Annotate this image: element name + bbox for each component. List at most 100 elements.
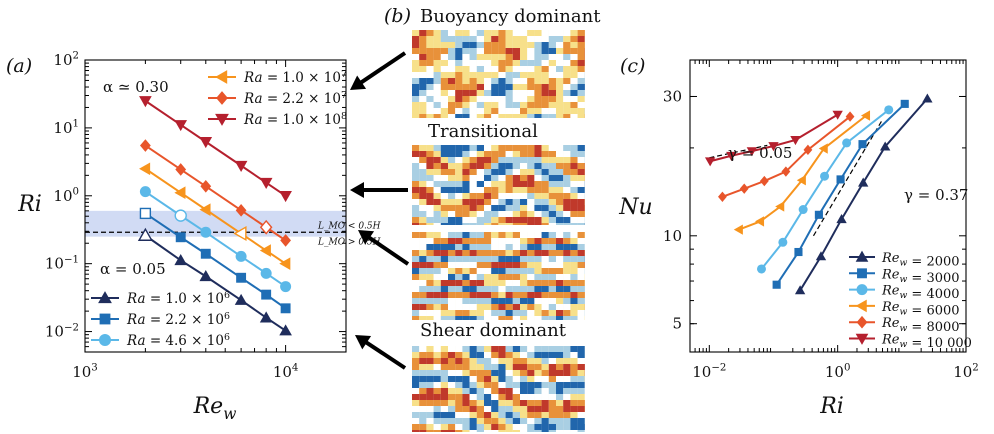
snapshot-1-cell [462, 193, 470, 199]
snapshot-3-cell [520, 382, 528, 388]
snapshot-2-cell [448, 262, 456, 268]
snapshot-1-cell [541, 193, 549, 199]
snapshot-0-cell [440, 84, 448, 90]
snapshot-1-cell [548, 199, 556, 205]
a-point-3-3 [233, 225, 247, 242]
snapshot-3-cell [534, 400, 542, 406]
snapshot-2-cell [412, 268, 420, 274]
snapshot-1-cell [412, 187, 420, 193]
snapshot-1-cell [563, 211, 571, 217]
c-series-line-0 [799, 97, 929, 291]
snapshot-3-cell [412, 424, 420, 430]
snapshot-3-cell [448, 412, 456, 418]
snapshot-1-cell [570, 181, 578, 187]
snapshot-0-cell [476, 96, 484, 102]
snapshot-0-cell [498, 42, 506, 48]
snapshot-1-cell [476, 199, 484, 205]
snapshot-3-cell [484, 376, 492, 382]
snapshot-1-cell [498, 187, 506, 193]
snapshot-1-cell [548, 205, 556, 211]
snapshot-2-cell [520, 232, 528, 238]
snapshot-2-cell [541, 238, 549, 244]
a-point-0-3 [234, 293, 248, 305]
snapshot-0-cell [448, 36, 456, 42]
snapshot-2-cell [476, 274, 484, 280]
snapshot-0-cell [498, 90, 506, 96]
snapshot-1-cell [462, 169, 470, 175]
a-point-3-0 [139, 162, 151, 176]
snapshot-2-cell [505, 292, 513, 298]
snapshot-0-cell [484, 96, 492, 102]
snapshot-0-cell [563, 54, 571, 60]
snapshot-2-cell [440, 316, 448, 320]
snapshot-2-cell [527, 310, 535, 316]
c-point-3-3 [796, 175, 806, 186]
snapshot-0-cell [556, 102, 564, 108]
snapshot-3-cell [498, 358, 506, 364]
snapshot-1-cell [462, 157, 470, 163]
snapshot-2-cell [440, 310, 448, 316]
snapshot-0-cell [512, 48, 520, 54]
a-point-5-0 [139, 96, 152, 108]
snapshot-3-cell [455, 430, 463, 432]
snapshot-1-cell [520, 193, 528, 199]
snapshot-1-cell [476, 163, 484, 169]
snapshot-3-cell [491, 418, 499, 424]
snapshot-3-cell [412, 370, 420, 376]
snapshot-0-cell [412, 108, 420, 114]
snapshot-2-cell [505, 268, 513, 274]
snapshot-2-cell [541, 244, 549, 250]
c-legend-label-0: Rew = 2000 [881, 251, 960, 270]
snapshot-3-cell [469, 388, 477, 394]
snapshot-1-cell [426, 175, 434, 181]
snapshot-3-cell [577, 382, 585, 388]
snapshot-0-cell [476, 66, 484, 72]
snapshot-3-cell [469, 376, 477, 382]
snapshot-1-cell [455, 163, 463, 169]
snapshot-0-cell [412, 78, 420, 84]
c-ytick-label-0: 5 [672, 315, 682, 333]
snapshot-2-cell [498, 268, 506, 274]
snapshot-2-cell [570, 304, 578, 310]
snapshot-0-cell [455, 30, 463, 36]
snapshot-3-cell [534, 406, 542, 412]
snapshot-3-cell [433, 376, 441, 382]
snapshot-3-cell [491, 424, 499, 430]
snapshot-3-cell [577, 394, 585, 400]
snapshot-0-cell [440, 96, 448, 102]
snapshot-3-cell [527, 388, 535, 394]
snapshot-1-cell [520, 187, 528, 193]
snapshot-2-cell [498, 280, 506, 286]
snapshot-2-cell [462, 256, 470, 262]
snapshot-1-cell [440, 169, 448, 175]
snapshot-3 [412, 346, 585, 432]
snapshot-3-cell [433, 406, 441, 412]
snapshot-3-cell [541, 376, 549, 382]
snapshot-1-cell [419, 199, 427, 205]
snapshot-0-cell [577, 108, 585, 114]
snapshot-1-cell [469, 205, 477, 211]
snapshot-0-cell [534, 90, 542, 96]
snapshot-1-cell [469, 181, 477, 187]
snapshot-2-cell [534, 304, 542, 310]
a-legend-label-1: Ra = 2.2 × 106 [126, 311, 230, 328]
snapshot-3-cell [541, 352, 549, 358]
snapshot-1-cell [455, 199, 463, 205]
c-point-1-2 [814, 210, 823, 219]
snapshot-1-cell [570, 205, 578, 211]
snapshot-2-cell [484, 286, 492, 292]
snapshot-2-cell [419, 274, 427, 280]
snapshot-3-cell [556, 382, 564, 388]
snapshot-1-cell [469, 157, 477, 163]
c-legend-marker-4 [856, 315, 868, 329]
snapshot-0-cell [563, 48, 571, 54]
arrow-head-2 [358, 230, 375, 245]
snapshot-3-cell [505, 358, 513, 364]
snapshot-0-cell [426, 42, 434, 48]
snapshot-1-cell [548, 169, 556, 175]
snapshot-2-cell [433, 256, 441, 262]
snapshot-3-cell [520, 376, 528, 382]
snapshot-3-cell [455, 406, 463, 412]
snapshot-2-cell [498, 232, 506, 238]
snapshot-1-cell [419, 223, 427, 225]
